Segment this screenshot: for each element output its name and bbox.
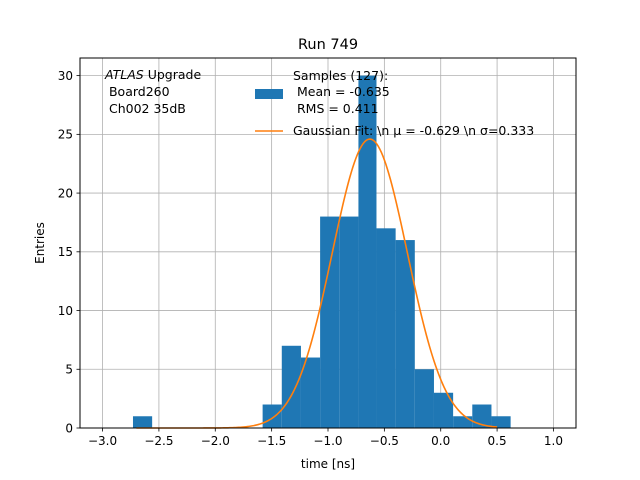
legend-samples-line2: Mean = -0.635 <box>293 84 390 99</box>
legend-samples-line3: RMS = 0.411 <box>293 101 379 116</box>
channel-label: Ch002 35dB <box>105 101 186 116</box>
histogram-bar <box>281 345 301 428</box>
y-axis-ticks: 0 5 10 15 20 25 30 <box>58 69 80 435</box>
chart-title: Run 749 <box>298 37 358 53</box>
histogram-bar <box>320 216 340 428</box>
histogram-bar <box>491 416 511 428</box>
legend: Samples (127): Mean = -0.635 RMS = 0.411… <box>255 68 534 138</box>
histogram-bar <box>358 75 377 428</box>
x-axis-label: time [ns] <box>301 457 355 471</box>
board-label: Board260 <box>105 84 170 99</box>
x-tick-label: −1.5 <box>257 434 286 448</box>
histogram-bar <box>376 228 396 428</box>
x-tick-label: −2.5 <box>144 434 173 448</box>
y-tick-label: 5 <box>65 363 73 377</box>
atlas-label: ATLAS <box>104 67 144 82</box>
svg-text:ATLAS Upgrade: ATLAS Upgrade <box>104 67 201 82</box>
x-axis-ticks: −3.0 −2.5 −2.0 −1.5 −1.0 −0.5 0.0 0.5 1.0 <box>88 428 563 448</box>
histogram-bar <box>414 369 434 428</box>
y-tick-label: 30 <box>58 69 73 83</box>
atlas-annotation: ATLAS Upgrade Board260 Ch002 35dB <box>104 67 201 116</box>
histogram-bar <box>433 392 454 428</box>
histogram-bar <box>132 416 153 428</box>
legend-fit-label: Gaussian Fit: \n μ = -0.629 \n σ=0.333 <box>293 123 534 138</box>
x-tick-label: 1.0 <box>544 434 563 448</box>
x-tick-label: 0.0 <box>431 434 450 448</box>
x-tick-label: −3.0 <box>88 434 117 448</box>
y-tick-label: 0 <box>65 421 73 435</box>
x-tick-label: −0.5 <box>370 434 399 448</box>
y-tick-label: 10 <box>58 304 73 318</box>
histogram-bar <box>453 416 473 428</box>
histogram-bar <box>395 240 415 428</box>
histogram-bars <box>132 75 511 428</box>
x-tick-label: −2.0 <box>201 434 230 448</box>
upgrade-label: Upgrade <box>144 67 202 82</box>
y-tick-label: 15 <box>58 245 73 259</box>
y-axis-label: Entries <box>33 222 47 264</box>
legend-samples-line1: Samples (127): <box>293 68 388 83</box>
histogram-bar <box>339 216 359 428</box>
y-tick-label: 25 <box>58 128 73 142</box>
x-tick-label: −1.0 <box>313 434 342 448</box>
x-tick-label: 0.5 <box>488 434 507 448</box>
histogram-bar <box>472 404 492 428</box>
histogram-bar <box>300 357 321 428</box>
legend-samples-patch <box>255 89 283 99</box>
histogram-bar <box>262 404 282 428</box>
y-tick-label: 20 <box>58 186 73 200</box>
